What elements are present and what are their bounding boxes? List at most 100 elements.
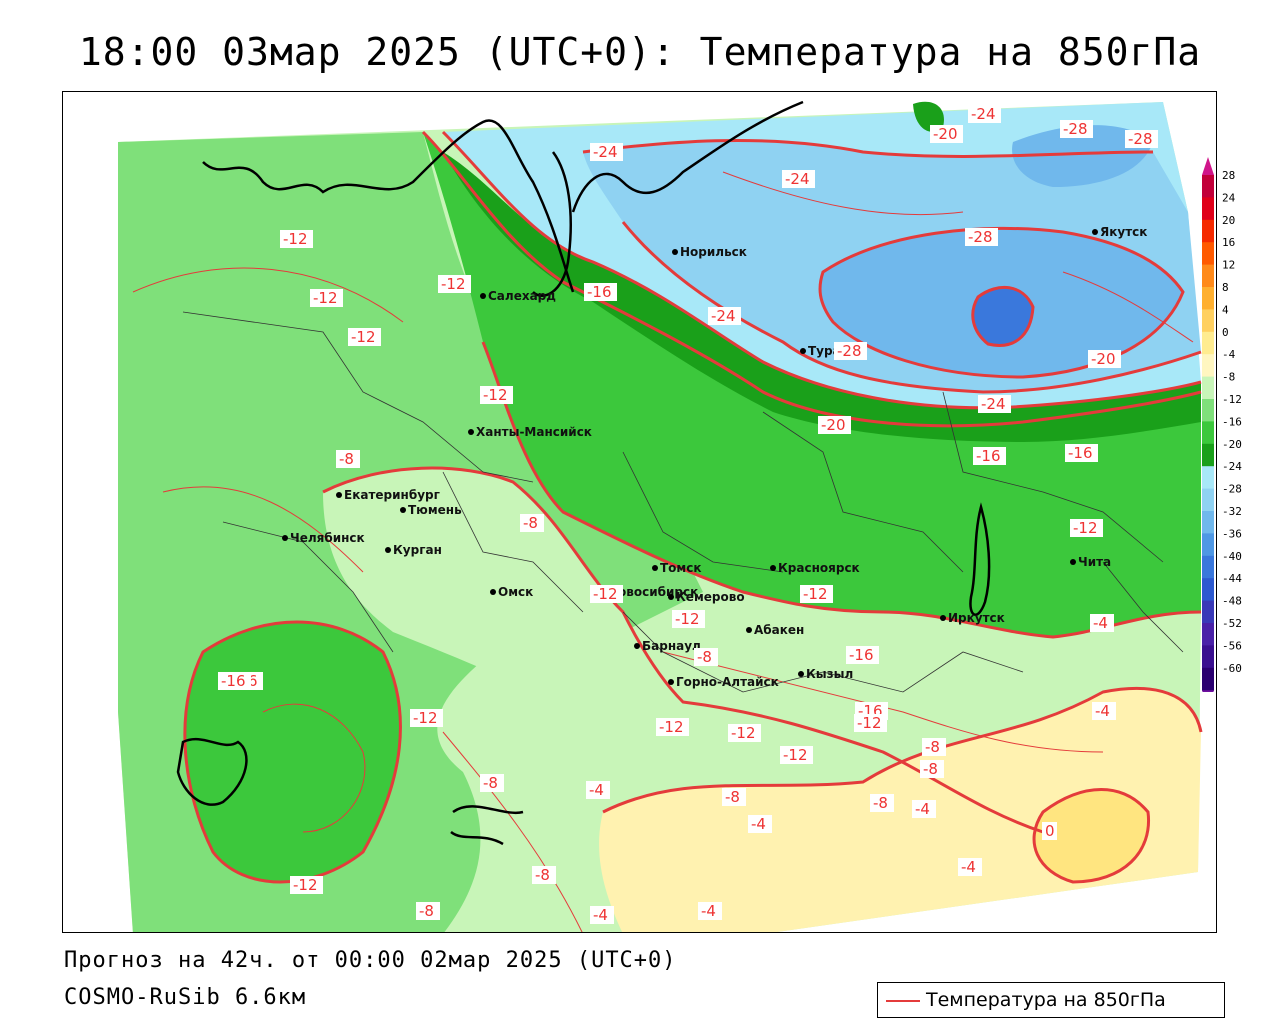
colorbar-swatch (1202, 600, 1214, 624)
colorbar-swatch (1202, 264, 1214, 288)
temperature-map[interactable]: Норильск Якутск Тура Салехард Ханты-Мансийск… (63, 92, 1217, 933)
isotherm-label-bg (480, 774, 504, 792)
city-markers: Норильск Якутск Тура Салехард Ханты-Мансийск… (282, 225, 1147, 689)
city-label: Барнаул (642, 639, 701, 653)
isotherm-value-label: -16 (849, 646, 874, 664)
zone-4-to-8 (1034, 789, 1149, 882)
zone-minus-32-to-28-north-east (1012, 125, 1153, 187)
isotherm-label-bg (694, 648, 718, 666)
forecast-info: Прогноз на 42ч. от 00:00 02мар 2025 (UTC… (64, 948, 677, 973)
isotherm-value-label: -12 (441, 275, 466, 293)
isotherm-label-bg (722, 788, 746, 806)
isotherm-label-bg (590, 906, 614, 924)
colorbar-tick-label: 8 (1222, 281, 1229, 294)
isotherm-value-label: -24 (971, 105, 996, 123)
isotherm-label-bg (834, 342, 867, 360)
colorbar-tick-label: -8 (1222, 371, 1235, 384)
isotherm-label-bg (978, 395, 1011, 413)
map-panel[interactable]: Норильск Якутск Тура Салехард Ханты-Мансийск… (62, 91, 1217, 933)
colorbar-tick-label: 4 (1222, 303, 1229, 316)
isotherm-value-label: -20 (1091, 350, 1116, 368)
isotherm-value-label: -8 (339, 450, 354, 468)
isotherm-label-bg (348, 328, 381, 346)
temperature-fill-layer (118, 101, 1201, 932)
city-label: Томск (660, 561, 702, 575)
city-label: Красноярск (778, 561, 860, 575)
city-dot (400, 507, 406, 513)
isotherm-label-bg (968, 105, 1001, 123)
isotherm-label-bg (336, 450, 360, 468)
city-dot (490, 589, 496, 595)
colorbar-swatch (1202, 354, 1214, 378)
isotherm-value-label: -12 (803, 585, 828, 603)
isotherm-value-label: -4 (1095, 702, 1110, 720)
isotherm-value-label: -4 (751, 815, 766, 833)
isotherm-minus-12 (481, 341, 1202, 639)
city-dot (668, 594, 674, 600)
isotherm-value-label: -16 (587, 283, 612, 301)
isotherm-value-label: -28 (837, 342, 862, 360)
colorbar-tick-label: 0 (1222, 326, 1229, 339)
lake-baikal (969, 502, 991, 616)
isotherm-label-bg (590, 143, 623, 161)
isotherm-value-label: -12 (1073, 519, 1098, 537)
isotherm-value-label: -24 (981, 395, 1006, 413)
isotherm-label-bg (728, 724, 761, 742)
isotherm-label-bg (698, 902, 722, 920)
caspian-aral-coast (176, 737, 524, 846)
city-label: Тюмень (408, 503, 462, 517)
isotherm-value-label: -12 (675, 610, 700, 628)
isotherm-value-labels: -24 -20 -28 -28 -24 -24 -28 -28 -20 -24 -12 -12 -12 -… (218, 105, 1158, 924)
isotherm-value-label: -8 (535, 866, 550, 884)
colorbar-tick-label: -28 (1222, 483, 1242, 496)
legend: Температура на 850гПа (877, 982, 1225, 1018)
isotherm-value-label: -8 (873, 794, 888, 812)
isotherm-label-bg (290, 876, 323, 894)
colorbar-swatch (1202, 242, 1214, 266)
colorbar-tick-label: -16 (1222, 415, 1242, 428)
isotherm-label-bg (922, 738, 946, 756)
isotherm-minus-8 (322, 466, 1044, 834)
isotherm-label-bg (438, 275, 471, 293)
city-label: Горно-Алтайск (676, 675, 779, 689)
isotherm-label-bg (854, 714, 887, 732)
isotherm-label-bg (748, 815, 772, 833)
isotherm-value-label: -16 (976, 447, 1001, 465)
legend-line-swatch (886, 1000, 920, 1002)
isotherm-minus-16 (421, 130, 1202, 428)
colorbar-swatch (1202, 533, 1214, 557)
colorbar-tick-label: -12 (1222, 393, 1242, 406)
yamal-peninsula (532, 151, 572, 297)
colorbar-tick-label: 24 (1222, 191, 1236, 204)
isotherm-value-label: -12 (351, 328, 376, 346)
city-label: Иркутск (948, 611, 1005, 625)
isotherm-value-label: -12 (783, 746, 808, 764)
isotherm-label-bg (1088, 350, 1121, 368)
isotherm-value-label: -8 (925, 738, 940, 756)
isotherm-value-label: -12 (313, 289, 338, 307)
isotherm-label-bg (520, 514, 544, 532)
isotherm-minus-32 (971, 285, 1035, 347)
zone-minus-16-to-12 (423, 132, 1201, 637)
isotherm-value-label: -4 (915, 800, 930, 818)
isotherm-value-label: -28 (1128, 130, 1153, 148)
colorbar-swatch (1202, 667, 1214, 691)
colorbar-tick-label: -32 (1222, 505, 1242, 518)
city-dot (770, 565, 776, 571)
isotherm-value-label: -12 (483, 386, 508, 404)
isotherm-value-label: -8 (725, 788, 740, 806)
city-label: Кызыл (806, 667, 853, 681)
city-dot (798, 671, 804, 677)
colorbar-tick-label: 12 (1222, 259, 1235, 272)
city-dot (746, 627, 752, 633)
isotherm-value-label: -12 (659, 718, 684, 736)
city-dot (672, 249, 678, 255)
isotherm-value-label: -12 (731, 724, 756, 742)
colorbar-tick-label: -52 (1222, 617, 1242, 630)
isotherm-value-label: -4 (961, 858, 976, 876)
colorbar-swatch (1202, 466, 1214, 490)
colorbar-tick-label: -44 (1222, 572, 1242, 585)
geography-lines (176, 100, 1184, 846)
isotherm-label-bg (1092, 702, 1116, 720)
isotherm-value-label: -28 (968, 228, 993, 246)
